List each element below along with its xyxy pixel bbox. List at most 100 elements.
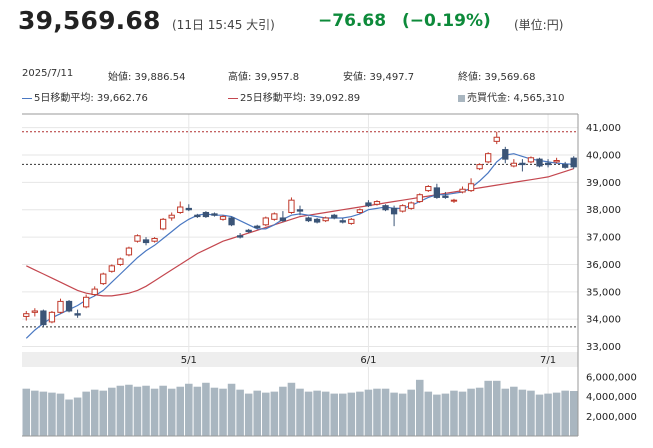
current-price: 39,569.68 [18, 6, 161, 35]
y-tick-label: 34,000 [586, 315, 621, 326]
x-tick-label: 7/1 [540, 355, 556, 366]
candle-body-down [40, 310, 47, 326]
unit-label: (単位:円) [514, 18, 564, 32]
volume-bar [244, 393, 253, 436]
candle-body-up [408, 202, 415, 209]
stat-low: 安値: 39,497.7 [343, 72, 415, 83]
candle-body-down [365, 202, 372, 207]
volume-bar [458, 391, 467, 436]
grid-lines [22, 114, 578, 436]
y-axis-labels: 33,000 34,000 35,000 36,000 37,000 38,000 39,0… [586, 123, 621, 353]
candle-body-up [134, 235, 141, 242]
candle-body-up [322, 217, 329, 222]
volume-bar [219, 388, 227, 436]
candle-body-down [228, 217, 235, 226]
candle-body-up [48, 311, 56, 323]
volume-bar [210, 387, 219, 436]
volume-bar [202, 382, 210, 436]
candle-body-up [23, 313, 30, 317]
volume-bar [415, 379, 424, 436]
candle-body-up [31, 310, 38, 313]
volume-bar [510, 386, 518, 436]
stat-ma25: 25日移動平均: 39,092.89 [228, 89, 360, 104]
candle-body-down [142, 239, 150, 244]
volume-bar [159, 385, 167, 436]
ma25-polyline [26, 168, 574, 297]
candle-body-up [100, 273, 107, 285]
volume-tick-label: 6,000,000 [586, 372, 637, 383]
candle-body-up [356, 209, 364, 213]
y-tick-label: 38,000 [586, 205, 621, 216]
volume-bar [398, 393, 407, 436]
candle-body-up [527, 157, 535, 163]
candle-body-down [382, 205, 389, 211]
volume-bar [296, 388, 304, 436]
candle-body-down [570, 157, 577, 168]
candlesticks [23, 131, 577, 328]
candle-body-up [373, 201, 381, 205]
candle-body-up [271, 213, 278, 220]
candle-body-down [245, 229, 252, 233]
candle-body-up [485, 153, 492, 163]
volume-bar [270, 391, 279, 436]
volume-bar [321, 391, 330, 436]
candle-body-up [219, 216, 227, 220]
ma25-legend-line [228, 97, 238, 99]
stat-date: 2025/7/11 [22, 68, 74, 79]
volume-bar [381, 388, 390, 436]
candle-body-down [544, 162, 552, 166]
candle-body-up [57, 300, 64, 313]
candle-body-up [476, 164, 483, 170]
stat-ma5-text: 5日移動平均: 39,662.76 [34, 93, 148, 104]
volume-bar [433, 394, 441, 436]
volume-bar [73, 397, 82, 436]
candle-body-down [236, 235, 244, 238]
volume-bar [450, 390, 458, 436]
volume-tick-label: 4,000,000 [586, 392, 637, 403]
candle-body-up [425, 185, 432, 192]
volume-bar [116, 385, 125, 436]
candle-body-up [151, 237, 158, 242]
volume-bar [364, 389, 373, 436]
volume-axis-labels: 2,000,000 4,000,000 6,000,000 [586, 372, 637, 422]
candle-body-up [553, 160, 560, 163]
volume-bar [167, 388, 176, 436]
volume-bar [535, 394, 544, 436]
y-tick-label: 39,000 [586, 178, 621, 189]
chart-frame [22, 113, 579, 437]
volume-bar [39, 391, 48, 436]
candle-body-down [433, 187, 441, 198]
volume-legend-square [458, 94, 465, 102]
y-tick-label: 36,000 [586, 260, 621, 271]
candle-body-down [74, 313, 81, 316]
volume-bar [82, 391, 90, 436]
candle-body-down [185, 207, 192, 211]
volume-tick-label: 2,000,000 [586, 412, 637, 423]
volume-bar [108, 387, 116, 436]
volume-bar [22, 388, 31, 436]
volume-bar [492, 380, 501, 436]
candle-body-down [442, 195, 449, 198]
x-axis-band [22, 352, 578, 367]
candle-body-up [493, 136, 500, 142]
candle-body-up [159, 218, 167, 230]
candle-body-up [399, 205, 406, 212]
stat-volume-text: 売買代金: 4,565,310 [467, 93, 565, 104]
volume-bar [279, 386, 287, 436]
candle-body-up [108, 265, 115, 272]
candle-body-down [296, 209, 304, 212]
candle-body-down [536, 158, 543, 167]
volume-bar [125, 384, 133, 436]
candle-body-down [65, 300, 73, 312]
candle-body-down [562, 164, 569, 168]
volume-bar [253, 390, 262, 436]
candle-body-up [416, 194, 423, 203]
volume-bar [441, 393, 450, 436]
stat-ma5: 5日移動平均: 39,662.76 [22, 89, 148, 104]
candle-body-up [467, 183, 475, 192]
candle-body-up [262, 217, 269, 226]
time-label: (11日 15:45 大引) [172, 18, 275, 32]
candle-body-up [177, 206, 184, 213]
volume-bar [262, 392, 270, 436]
volume-bar [142, 385, 150, 436]
